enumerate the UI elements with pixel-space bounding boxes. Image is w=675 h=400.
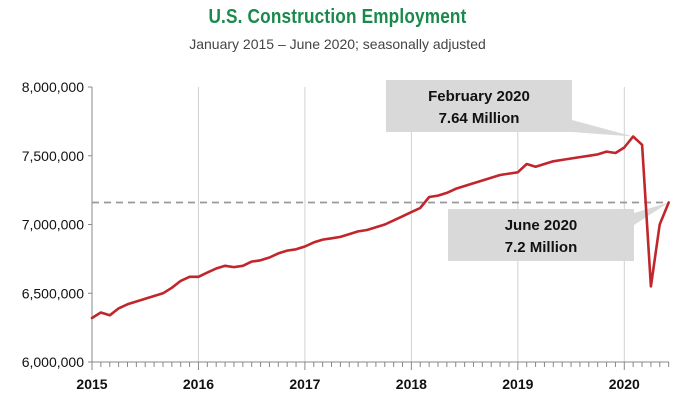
x-tick-label: 2015 [76,376,107,392]
y-tick-label: 7,500,000 [22,148,84,164]
callout-title: June 2020 [505,217,578,234]
callout-value: 7.64 Million [439,110,520,127]
callout-2: June 2020 7.2 Million [448,202,669,261]
callout-pointer [634,202,669,225]
chart-title: U.S. Construction Employment [208,6,467,28]
x-tick-label: 2017 [289,376,320,392]
series-line [90,135,671,320]
x-tick-label: 2018 [396,376,427,392]
callout-box [386,80,572,132]
axes [88,86,670,370]
y-tick-label: 6,500,000 [22,285,84,301]
y-tick-label: 8,000,000 [22,79,84,95]
tick-labels: 6,000,000 6,500,000 7,000,000 7,500,000 8,00… [22,79,640,392]
chart-subtitle: January 2015 – June 2020; seasonally adj… [189,36,486,52]
callout-title: February 2020 [428,88,530,105]
callout-box [448,209,634,261]
x-tick-label: 2020 [609,376,640,392]
y-tick-label: 7,000,000 [22,217,84,233]
x-tick-label: 2016 [183,376,214,392]
callout-value: 7.2 Million [505,239,578,256]
x-tick-label: 2019 [502,376,533,392]
callout-1: February 2020 7.64 Million [386,80,634,137]
callouts: February 2020 7.64 Million June 2020 7.2 Mi… [386,80,669,261]
callout-pointer [572,120,634,137]
series-layer [90,135,671,320]
y-tick-label: 6,000,000 [22,354,84,370]
